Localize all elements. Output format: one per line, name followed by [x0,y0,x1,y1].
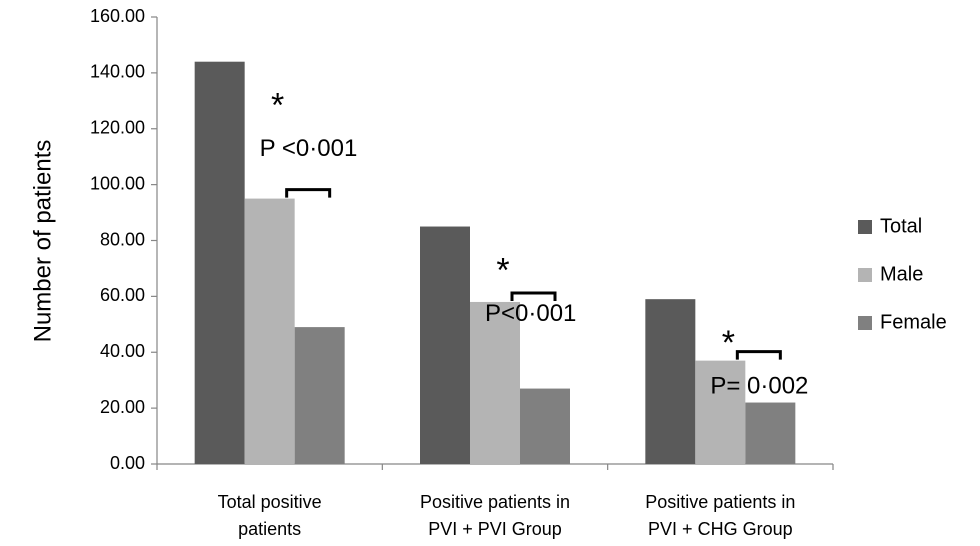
x-axis: Total positive patients Positive patients … [156,463,834,539]
bar-female-2 [520,388,570,464]
bar-male-1 [244,198,295,464]
legend-swatch-total [858,220,872,234]
p-value-label: P= 0·002 [710,373,808,400]
category-label: PVI + PVI Group [428,519,562,539]
p-value-label: P <0·001 [260,135,358,162]
legend-swatch-male [858,268,872,282]
bar-female-3 [745,402,796,464]
y-tick-label: 160.00 [90,6,145,26]
bar-female-1 [294,327,345,464]
significance-bracket [510,291,557,301]
p-value-label: P<0·001 [485,300,576,327]
y-tick-label: 60.00 [100,285,145,305]
category-label: Total positive [218,492,322,512]
legend-label-male: Male [880,263,923,285]
legend-label-female: Female [880,311,947,333]
y-axis-label: Number of patients [29,140,56,343]
legend-label-total: Total [880,215,922,237]
category-label: PVI + CHG Group [648,519,793,539]
bars [194,61,796,464]
bar-male-2 [470,301,520,464]
bar-total-3 [645,299,696,464]
y-tick-label: 120.00 [90,118,145,138]
category-label: Positive patients in [420,492,570,512]
bar-male-3 [695,360,746,464]
significance-asterisk: * [722,324,735,362]
y-tick-label: 140.00 [90,62,145,82]
bar-total-1 [194,61,245,464]
legend: Total Male Female [858,215,947,333]
y-tick-label: 80.00 [100,229,145,249]
significance-bracket [285,188,332,198]
y-tick-label: 100.00 [90,173,145,193]
y-tick-label: 0.00 [110,453,145,473]
category-label: Positive patients in [645,492,795,512]
y-tick-label: 20.00 [100,397,145,417]
y-tick-label: 40.00 [100,341,145,361]
significance-bracket [735,350,782,360]
legend-swatch-female [858,316,872,330]
y-axis: 0.00 20.00 40.00 60.00 80.00 100.00 120.00 140.… [90,6,158,473]
annotations: * P <0·001 * P<0·001 * P= 0·002 [260,87,809,400]
significance-asterisk: * [271,87,284,125]
significance-asterisk: * [496,252,509,290]
bar-total-2 [420,226,470,464]
category-label: patients [238,519,301,539]
